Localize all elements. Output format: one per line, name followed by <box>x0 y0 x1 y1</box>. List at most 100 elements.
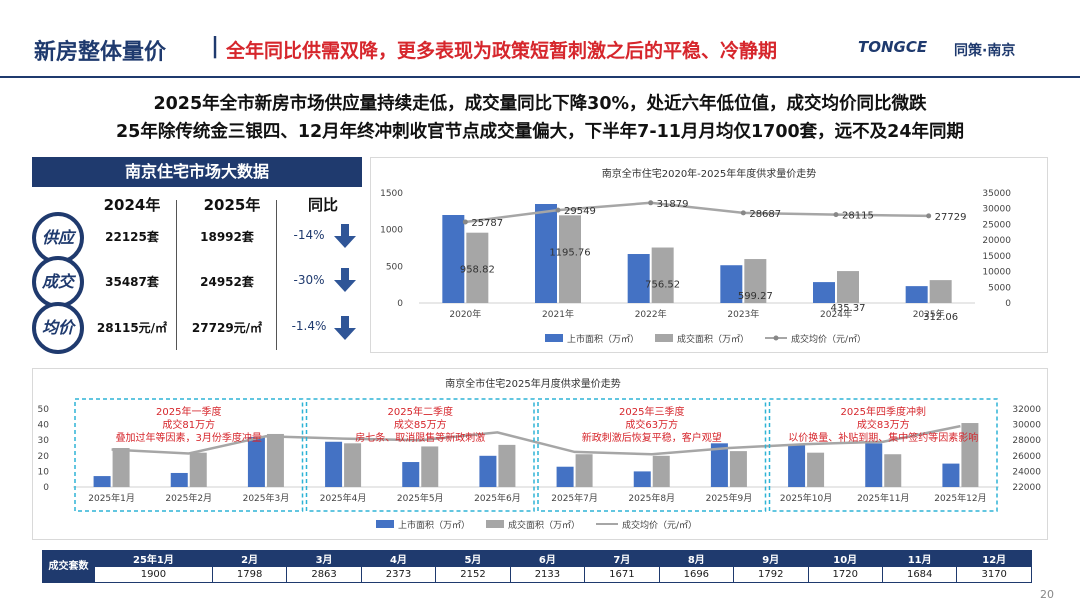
annual-supply-bar <box>535 204 557 303</box>
deal-table-value: 1684 <box>881 566 958 583</box>
annual-xtick: 2025年 <box>913 308 945 320</box>
annual-deal-label: 435.37 <box>831 303 866 314</box>
annual-price-label: 27729 <box>935 212 967 223</box>
annual-chart-box: 南京全市住宅2020年-2025年年度供求量价走势 0 500 1000 1500 0 50… <box>370 157 1048 353</box>
summary-line-2: 25年除传统金三银四、12月年终冲刺收官节点成交量偏大，下半年7-11月月均仅1… <box>115 122 965 142</box>
monthly-supply-bar <box>942 463 960 487</box>
deal-table-month: 10月 <box>807 550 883 567</box>
annual-ytick-right: 0 <box>1005 299 1011 309</box>
down-arrow-icon <box>334 316 356 340</box>
monthly-xtick: 2025年12月 <box>934 492 986 504</box>
monthly-ytick-right: 22000 <box>1012 483 1041 493</box>
annual-xtick: 2023年 <box>727 308 759 320</box>
annual-deal-bar <box>929 280 952 303</box>
annual-ytick-left: 1000 <box>380 226 403 236</box>
monthly-ytick-left: 10 <box>38 467 50 477</box>
quarter-deal: 成交85万方 <box>394 418 447 431</box>
monthly-deal-bar <box>421 446 439 487</box>
annual-ytick-left: 500 <box>386 262 403 272</box>
monthly-ytick-right: 24000 <box>1012 467 1041 477</box>
monthly-ytick-left: 30 <box>38 436 50 446</box>
monthly-ytick-right: 26000 <box>1012 452 1041 462</box>
annual-price-point <box>648 200 654 206</box>
monthly-deal-bar <box>344 443 362 487</box>
annual-deal-bar <box>466 232 489 303</box>
deal-table-value: 3170 <box>956 566 1032 583</box>
quarter-note: 房七条、取消限售等新政刺激 <box>355 431 485 444</box>
annual-price-label: 28115 <box>842 211 874 222</box>
annual-xtick: 2022年 <box>635 308 667 320</box>
page-title: 新房整体量价 <box>34 40 167 65</box>
monthly-xtick: 2025年1月 <box>88 492 135 504</box>
annual-ytick-right: 25000 <box>982 220 1011 230</box>
annual-price-label: 29549 <box>564 206 596 217</box>
monthly-supply-bar <box>788 444 806 487</box>
monthly-deal-bar <box>112 448 130 487</box>
deal-table-value: 1798 <box>211 566 288 583</box>
quarter-title: 2025年一季度 <box>156 405 221 418</box>
annual-deal-bar <box>744 259 767 303</box>
monthly-xtick: 2025年10月 <box>780 492 832 504</box>
kpi-header-2025: 2025年 <box>203 196 261 214</box>
down-arrow-icon <box>334 268 356 292</box>
quarter-box <box>768 398 998 512</box>
annual-price-point <box>926 213 932 219</box>
monthly-supply-bar <box>170 472 188 487</box>
page-number: 20 <box>1040 588 1054 601</box>
quarter-title: 2025年三季度 <box>619 405 684 418</box>
page-subtitle: 全年同比供需双降，更多表现为政策短暂刺激之后的平稳、冷静期 <box>226 40 778 62</box>
annual-ytick-right: 30000 <box>982 205 1011 215</box>
quarter-title: 2025年二季度 <box>388 405 453 418</box>
annual-price-point <box>462 219 468 225</box>
quarter-note: 新政刺激后恢复平稳，客户观望 <box>582 431 722 444</box>
annual-deal-label: 599.27 <box>738 291 773 302</box>
annual-legend-deal-swatch <box>655 334 673 342</box>
deal-table-value: 1900 <box>94 566 213 583</box>
monthly-legend-supply: 上市面积（万㎡） <box>398 519 470 531</box>
annual-ytick-right: 15000 <box>982 252 1011 262</box>
kpi-supply-yoy: -14% <box>293 228 325 242</box>
kpi-label-deal: 成交 <box>32 256 84 308</box>
monthly-chart-box: 南京全市住宅2025年月度供求量价走势 0 10 20 30 40 50 22000 24000… <box>32 368 1048 540</box>
monthly-price-line <box>111 424 961 456</box>
annual-price-point <box>833 212 839 218</box>
monthly-xtick: 2025年7月 <box>551 492 598 504</box>
deal-table-month: 25年1月 <box>94 550 213 567</box>
quarter-deal: 成交81万方 <box>162 418 215 431</box>
monthly-ytick-left: 40 <box>38 421 50 431</box>
annual-supply-bar <box>720 265 743 303</box>
annual-xtick: 2021年 <box>542 308 574 320</box>
annual-deal-label: 958.82 <box>460 265 495 276</box>
monthly-legend-supply-swatch <box>376 520 394 528</box>
deal-table: 成交套数 25年1月 2月 3月 4月 5月 6月 7月 8月 9月 10月 11月 12月 1900… <box>42 550 1032 583</box>
monthly-supply-bar <box>325 441 343 487</box>
monthly-ytick-left: 50 <box>38 405 50 415</box>
annual-deal-bar <box>837 271 859 303</box>
deal-table-month: 3月 <box>286 550 362 567</box>
annual-deal-bar <box>651 247 674 303</box>
annual-legend-price-marker <box>773 335 779 341</box>
annual-xtick: 2020年 <box>449 308 481 320</box>
kpi-deal-yoy: -30% <box>293 273 325 287</box>
kpi-deal-2024: 35487套 <box>105 275 159 289</box>
kpi-label-price: 均价 <box>32 302 84 354</box>
annual-supply-bar <box>442 215 465 303</box>
annual-chart: 南京全市住宅2020年-2025年年度供求量价走势050010001500050… <box>380 167 1011 345</box>
deal-table-month: 6月 <box>509 550 586 567</box>
quarter-box <box>305 398 535 512</box>
annual-ytick-left: 1500 <box>380 189 403 199</box>
deal-table-row-label: 成交套数 <box>42 550 95 583</box>
annual-supply-bar <box>813 282 835 303</box>
title-separator: | <box>211 34 220 59</box>
monthly-supply-bar <box>93 476 111 487</box>
monthly-deal-bar <box>961 423 979 487</box>
deal-table-value: 2152 <box>435 566 511 583</box>
deal-table-value: 2133 <box>509 566 586 583</box>
kpi-divider-1 <box>176 200 177 350</box>
deal-table-month: 9月 <box>733 550 809 567</box>
deal-table-month: 11月 <box>881 550 958 567</box>
monthly-deal-bar <box>575 454 593 487</box>
deal-table-month: 2月 <box>211 550 288 567</box>
quarter-box <box>74 398 304 512</box>
annual-price-point <box>555 207 561 213</box>
